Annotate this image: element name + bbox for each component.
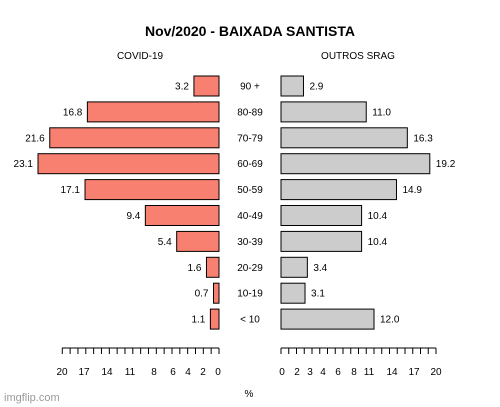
left-axis-tick-label: 17: [78, 367, 90, 378]
right-axis-tick-label: 14: [386, 367, 398, 378]
left-axis-tick-label: 6: [170, 367, 176, 378]
covid-bar: [37, 153, 220, 175]
outros-srag-value-label: 19.2: [436, 159, 456, 170]
right-axis-tick-label: 3: [307, 367, 313, 378]
left-axis-tick-label: 14: [101, 367, 113, 378]
covid-bar: [213, 282, 220, 304]
outros-srag-value-label: 10.4: [368, 237, 388, 248]
outros-srag-bar: [280, 282, 306, 304]
outros-srag-value-label: 3.1: [311, 289, 325, 300]
outros-srag-bar: [280, 205, 363, 226]
outros-srag-bar: [280, 308, 375, 330]
covid-bar: [205, 256, 220, 278]
outros-srag-value-label: 12.0: [380, 315, 400, 326]
covid-bar: [86, 101, 220, 123]
age-group-label: 40-49: [237, 211, 263, 222]
right-axis-tick-label: 8: [351, 367, 357, 378]
age-group-label: 70-79: [237, 133, 263, 144]
covid-value-label: 17.1: [61, 185, 81, 196]
covid-value-label: 21.6: [25, 133, 45, 144]
age-group-label: 10-19: [237, 289, 263, 300]
covid-bar: [193, 75, 220, 97]
covid-value-label: 9.4: [126, 211, 140, 222]
outros-srag-value-label: 14.9: [402, 185, 422, 196]
outros-srag-bar: [280, 127, 408, 149]
age-group-label: < 10: [240, 315, 260, 326]
right-axis-tick-label: 11: [364, 367, 375, 378]
chart-title: Nov/2020 - BAIXADA SANTISTA: [145, 23, 355, 39]
watermark-text: imgflip.com: [4, 392, 60, 404]
outros-srag-bar: [280, 101, 367, 123]
x-axis-label: %: [245, 389, 254, 400]
outros-srag-value-label: 10.4: [368, 211, 388, 222]
outros-srag-bar: [280, 153, 431, 175]
outros-srag-bar: [280, 75, 304, 97]
outros-srag-value-label: 11.0: [372, 107, 391, 118]
age-group-label: 80-89: [237, 107, 263, 118]
right-axis-tick-label: 4: [320, 367, 326, 378]
left-axis-tick-label: 2: [200, 367, 206, 378]
outros-srag-bar: [280, 256, 308, 278]
covid-bar: [84, 179, 220, 201]
left-axis-tick-label: 8: [151, 367, 157, 378]
covid-value-label: 16.8: [63, 107, 83, 118]
covid-bar: [144, 205, 220, 226]
right-axis-tick-label: 20: [430, 367, 442, 378]
right-axis-tick-label: 0: [279, 367, 285, 378]
left-series-label: COVID-19: [117, 51, 164, 62]
covid-value-label: 0.7: [195, 289, 209, 300]
chart-marks: 3.2 90 +2.916.8 80-89 11.021.6 70-79 16.323.1…: [14, 75, 456, 378]
right-axis-tick-label: 17: [408, 367, 420, 378]
covid-bar: [176, 230, 220, 252]
covid-value-label: 1.6: [188, 263, 202, 274]
outros-srag-value-label: 3.4: [313, 263, 327, 274]
outros-srag-value-label: 16.3: [413, 133, 433, 144]
age-group-label: 50-59: [237, 185, 263, 196]
covid-value-label: 1.1: [191, 315, 205, 326]
covid-value-label: 23.1: [14, 159, 34, 170]
age-group-label: 60-69: [237, 159, 263, 170]
left-axis-tick-label: 20: [56, 367, 68, 378]
age-group-label: 20-29: [237, 263, 263, 274]
right-axis-tick-label: 2: [294, 367, 300, 378]
outros-srag-bar: [280, 179, 397, 201]
outros-srag-value-label: 2.9: [309, 82, 323, 93]
age-group-label: 30-39: [237, 237, 263, 248]
outros-srag-bar: [280, 230, 363, 252]
covid-bar: [49, 127, 220, 149]
left-axis-tick-label: 0: [215, 367, 221, 378]
left-axis-tick-label: 11: [125, 367, 136, 378]
covid-bar: [209, 308, 220, 330]
covid-value-label: 3.2: [175, 82, 189, 93]
right-series-label: OUTROS SRAG: [321, 51, 395, 62]
left-axis-tick-label: 4: [185, 367, 191, 378]
age-group-label: 90 +: [240, 82, 260, 93]
covid-value-label: 5.4: [158, 237, 172, 248]
right-axis-tick-label: 6: [335, 367, 341, 378]
